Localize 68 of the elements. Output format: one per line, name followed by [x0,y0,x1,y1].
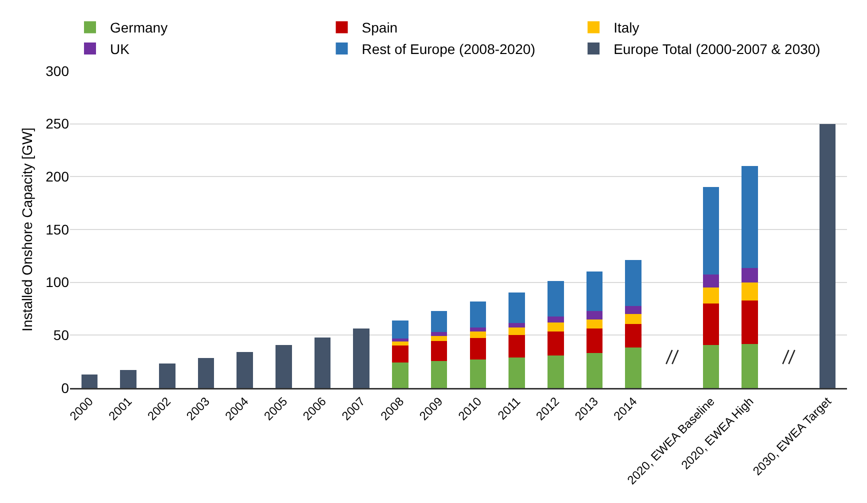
bar [547,331,564,356]
bar [430,361,448,388]
bar [742,282,758,301]
bar [742,300,758,344]
bar [158,364,176,388]
y-tick-label: 200 [46,168,70,185]
bar [702,345,720,388]
bar [547,316,564,322]
y-tick-label: 0 [61,380,70,396]
bar [625,324,642,348]
bar [470,338,486,360]
bar [547,356,564,388]
bar [819,124,836,388]
bar [547,281,564,316]
bar [120,370,136,388]
bar [430,340,448,362]
legend-label: Germany [110,20,168,36]
legend-label: Italy [614,20,640,36]
bar [508,358,525,388]
legend-label: Rest of Europe (2008-2020) [362,40,536,57]
bar [508,334,525,358]
legend-label: Europe Total (2000-2007 & 2030) [614,40,820,57]
bar [625,260,642,306]
bar [276,345,292,388]
bar [702,187,720,274]
bar [586,311,603,320]
bar [586,272,603,312]
y-tick-label: 300 [46,62,70,79]
bar [702,288,720,304]
y-tick-label: 50 [53,327,70,344]
bar [508,322,525,328]
legend-label: Spain [362,20,398,36]
bar [470,327,486,332]
bar [430,332,448,336]
y-axis-title: Installed Onshore Capacity [GW] [19,128,35,332]
bar [392,342,408,346]
bar [430,310,448,332]
y-tick-label: 250 [46,116,70,132]
bar [586,328,603,353]
bar [702,274,720,288]
bar [236,352,253,388]
bar [392,345,408,363]
bar [198,358,214,388]
bar [547,322,564,332]
bar [353,328,370,388]
bar [392,320,408,338]
bar [392,338,408,342]
bar [625,348,642,388]
bar [81,374,98,388]
bar [314,338,331,388]
bar [742,344,758,388]
legend-label: UK [110,40,130,57]
y-tick-label: 150 [46,221,70,238]
bar [470,301,486,328]
y-tick-label: 100 [46,274,70,290]
bar [586,319,603,329]
bar [508,327,525,335]
bar [742,166,758,268]
bar [508,292,525,323]
bar [470,331,486,338]
bar [702,304,720,346]
bar [586,352,603,388]
bar [470,360,486,388]
bar [430,336,448,341]
bar [625,306,642,314]
bar [742,268,758,282]
bar [625,314,642,324]
bar [392,362,408,388]
